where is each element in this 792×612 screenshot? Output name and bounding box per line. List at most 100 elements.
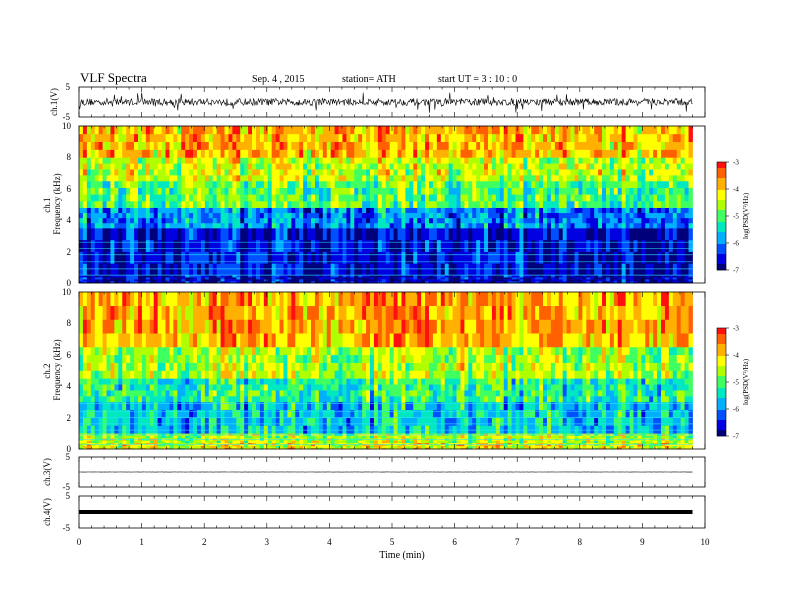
ch1s-psd-cell xyxy=(185,180,190,188)
ch1s-psd-cell xyxy=(283,279,288,282)
ch1s-psd-cell xyxy=(102,222,107,229)
ch1s-psd-cell xyxy=(248,228,253,241)
ch1s-psd-cell xyxy=(196,187,202,195)
ch2s-psd-cell xyxy=(130,346,135,356)
ch1s-psd-cell xyxy=(653,279,658,282)
ch1s-psd-cell xyxy=(134,251,139,264)
ch1s-psd-cell xyxy=(259,157,265,164)
ch1s-psd-cell xyxy=(381,175,387,182)
ch1s-psd-cell xyxy=(240,212,245,219)
ch1s-psd-cell xyxy=(126,149,131,158)
ch1s-psd-cell xyxy=(389,157,394,164)
ch1s-psd-cell xyxy=(688,251,693,264)
ch1s-psd-cell xyxy=(279,228,284,241)
ch1s-psd-cell xyxy=(114,222,119,229)
ch2s-psd-cell xyxy=(181,442,186,445)
ch2s-psd-cell xyxy=(228,362,233,371)
ch2s-psd-cell xyxy=(224,305,229,320)
ch1s-psd-cell xyxy=(511,228,516,241)
ch1s-psd-cell xyxy=(661,207,666,214)
ch2-spectrogram-image xyxy=(79,292,693,450)
ch1s-psd-cell xyxy=(244,275,249,278)
ch2s-psd-cell xyxy=(161,435,166,439)
ch1s-psd-cell xyxy=(574,228,579,241)
ch1s-psd-cell xyxy=(425,149,430,158)
ch1s-psd-cell xyxy=(543,228,548,241)
ch2s-psd-cell xyxy=(98,425,103,434)
ch1s-psd-cell xyxy=(228,180,233,188)
ch1-ylabel-frequency: Frequency (kHz) xyxy=(52,173,62,234)
ch1s-psd-cell xyxy=(499,207,505,214)
ch1s-psd-cell xyxy=(519,133,524,142)
ch1s-psd-cell xyxy=(531,194,536,202)
ch2s-psd-cell xyxy=(196,305,202,320)
ch1s-psd-cell xyxy=(240,279,245,282)
ch1s-psd-cell xyxy=(130,200,135,208)
ch2s-psd-cell xyxy=(185,319,190,334)
ch2s-psd-cell xyxy=(220,305,225,320)
ch1s-psd-cell xyxy=(574,157,579,164)
ch1s-psd-cell xyxy=(570,141,575,150)
ch1s-psd-cell xyxy=(495,207,501,214)
ch1s-psd-cell xyxy=(562,222,568,229)
ch2s-psd-cell xyxy=(212,305,218,320)
ch1s-psd-cell xyxy=(440,239,446,252)
ch1s-psd-cell xyxy=(318,141,324,150)
ch1s-psd-cell xyxy=(263,228,269,241)
ch1s-psd-cell xyxy=(535,180,540,188)
ch1s-psd-cell xyxy=(366,281,371,284)
ch2s-psd-cell xyxy=(79,362,84,371)
ch1s-psd-cell xyxy=(602,133,607,142)
ch1s-psd-cell xyxy=(122,126,127,135)
ch1s-psd-cell xyxy=(562,228,568,241)
ch1s-psd-cell xyxy=(366,126,371,135)
ch1s-psd-cell xyxy=(362,277,367,280)
ch1s-psd-cell xyxy=(224,149,229,158)
ch2s-psd-cell xyxy=(114,354,119,363)
ch1s-psd-cell xyxy=(429,149,434,158)
ch1s-psd-cell xyxy=(350,207,355,214)
ch1s-psd-cell xyxy=(189,275,194,278)
ch1s-psd-cell xyxy=(145,169,151,176)
ch2s-psd-cell xyxy=(216,370,221,379)
ch1s-psd-cell xyxy=(271,281,277,284)
ch1s-psd-cell xyxy=(98,175,103,182)
ch1s-psd-cell xyxy=(645,200,650,208)
ch1s-psd-cell xyxy=(291,175,296,182)
ch1s-psd-cell xyxy=(200,263,206,276)
ch1s-psd-cell xyxy=(122,207,127,214)
ch1s-psd-cell xyxy=(342,275,347,278)
ch1s-psd-cell xyxy=(605,281,611,284)
ch2s-psd-cell xyxy=(161,370,166,379)
ch1s-psd-cell xyxy=(668,217,674,224)
ch2s-psd-cell xyxy=(90,305,96,320)
ch2s-psd-cell xyxy=(177,390,182,397)
ch1s-psd-cell xyxy=(602,126,607,135)
ch1s-psd-cell xyxy=(676,133,682,142)
ch1s-psd-cell xyxy=(653,141,658,150)
ch1s-psd-cell xyxy=(385,169,391,176)
ch1s-psd-cell xyxy=(515,175,520,182)
ch1s-psd-cell xyxy=(346,194,351,202)
ch1s-psd-cell xyxy=(366,187,371,195)
ch2s-psd-cell xyxy=(165,305,170,320)
ch1s-psd-cell xyxy=(181,239,186,252)
ch1s-psd-cell xyxy=(291,228,296,241)
ch1s-psd-cell xyxy=(519,141,524,150)
ch1s-psd-cell xyxy=(649,157,654,164)
ch1s-psd-cell xyxy=(495,217,501,224)
ch1s-psd-cell xyxy=(82,194,88,202)
ch1s-psd-cell xyxy=(527,175,532,182)
ch1s-psd-cell xyxy=(342,180,347,188)
ch1s-psd-cell xyxy=(440,163,446,170)
ch1s-psd-cell xyxy=(456,126,461,135)
ch1-waveform-panel: 5 -5 ch.1(V) xyxy=(49,82,706,122)
ch1s-psd-cell xyxy=(432,228,438,241)
ch1s-psd-cell xyxy=(114,187,119,195)
ch1s-psd-cell xyxy=(370,200,375,208)
ch1s-psd-cell xyxy=(641,251,646,264)
ch1s-psd-cell xyxy=(314,141,320,150)
ch2s-psd-cell xyxy=(204,444,210,447)
ch2s-psd-cell xyxy=(130,442,135,445)
ch1s-psd-cell xyxy=(503,281,509,284)
